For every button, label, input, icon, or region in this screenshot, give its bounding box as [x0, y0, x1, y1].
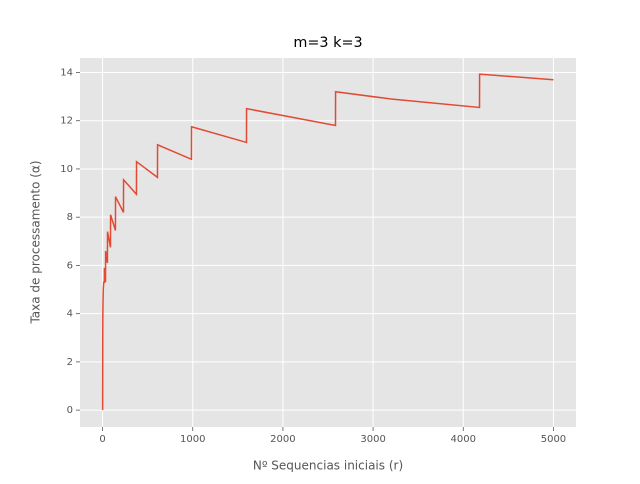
chart-title: m=3 k=3: [293, 35, 362, 51]
x-tick-label: 5000: [541, 434, 566, 445]
y-tick-label: 14: [60, 67, 73, 78]
y-tick-label: 12: [60, 116, 73, 127]
x-tick-label: 0: [99, 434, 105, 445]
y-tick-label: 4: [67, 309, 73, 320]
y-axis-label: Taxa de processamento (α): [29, 160, 43, 324]
y-tick-label: 6: [67, 260, 73, 271]
data-line: [101, 73, 554, 411]
x-tick-label: 3000: [360, 434, 385, 445]
y-tick-label: 0: [67, 405, 73, 416]
plot-area: [80, 58, 576, 427]
y-tick-label: 10: [60, 164, 73, 175]
x-tick-label: 2000: [270, 434, 295, 445]
y-tick-label: 8: [67, 212, 73, 223]
x-tick-label: 4000: [451, 434, 476, 445]
y-tick-label: 2: [67, 357, 73, 368]
x-tick-label: 1000: [180, 434, 205, 445]
x-axis-label: Nº Sequencias iniciais (r): [253, 459, 403, 473]
